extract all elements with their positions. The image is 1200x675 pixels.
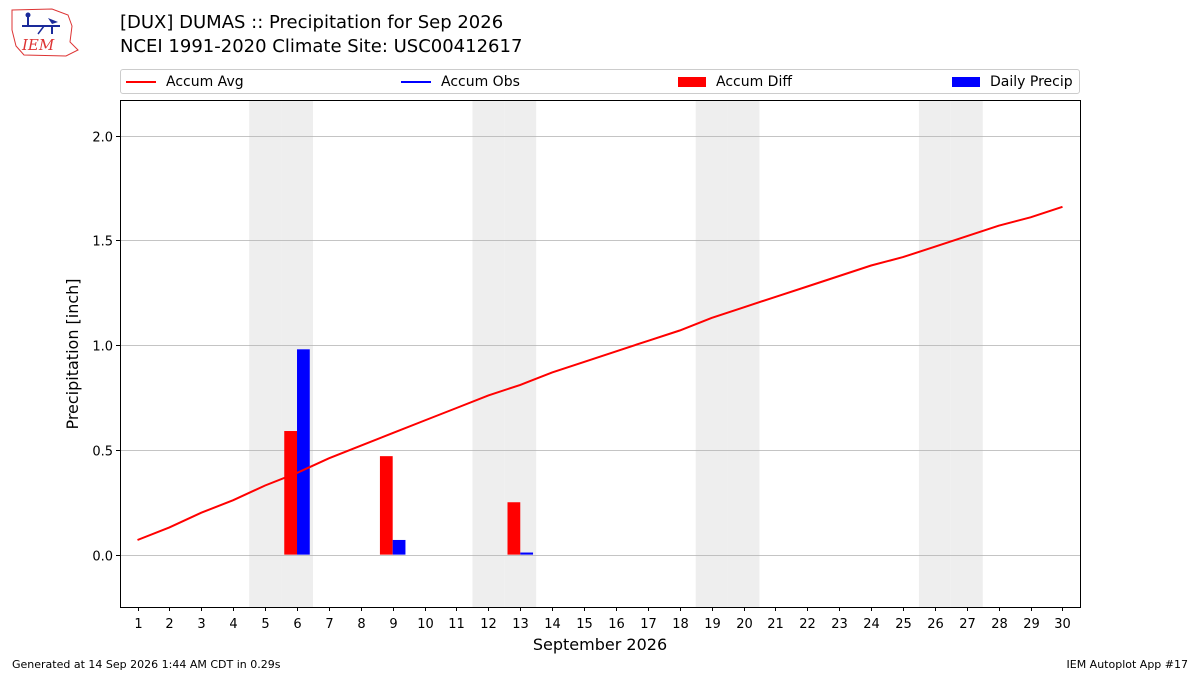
legend: Accum Avg Accum Obs Accum Diff Daily Pre… <box>120 69 1080 94</box>
legend-swatch-accum-diff <box>678 76 706 87</box>
x-tick-label: 12 <box>480 617 497 632</box>
x-tick-label: 28 <box>991 617 1008 632</box>
y-axis-label: Precipitation [inch] <box>63 278 82 429</box>
legend-swatch-accum-obs <box>401 80 431 83</box>
plot-frame <box>120 100 1081 608</box>
gridlines <box>120 136 1080 556</box>
chart-title: [DUX] DUMAS :: Precipitation for Sep 202… <box>120 12 504 33</box>
accum-diff-bar-9 <box>379 456 393 555</box>
ticks: 0.00.51.01.52.01 2 3 4 5 6 7 8 9 10 11 12 13 14 15 16 17… <box>92 131 1070 633</box>
x-tick-label: 19 <box>704 617 721 632</box>
x-tick-label: 13 <box>512 617 529 632</box>
legend-swatch-daily-precip <box>952 76 980 87</box>
x-tick-label: 1 <box>134 617 142 632</box>
y-tick-label: 0.5 <box>92 445 113 460</box>
daily-precip-bar-9 <box>392 539 406 555</box>
legend-swatch-accum-avg <box>126 80 156 83</box>
x-tick-label: 23 <box>831 617 848 632</box>
chart-subtitle: NCEI 1991-2020 Climate Site: USC00412617 <box>120 36 523 57</box>
x-tick-label: 3 <box>197 617 205 632</box>
daily-precip-bar-6 <box>297 349 310 555</box>
weekend-band-19 <box>695 100 728 607</box>
x-tick-label: 7 <box>325 617 333 632</box>
x-tick-label: 22 <box>799 617 816 632</box>
x-tick-label: 14 <box>544 617 561 632</box>
legend-item-daily-precip: Daily Precip <box>952 70 1073 93</box>
weekend-band-12 <box>472 100 505 607</box>
logo-text: IEM <box>21 36 55 54</box>
legend-item-accum-diff: Accum Diff <box>678 70 792 93</box>
app-label: IEM Autoplot App #17 <box>1066 658 1189 671</box>
x-tick-label: 25 <box>895 617 912 632</box>
y-tick-label: 2.0 <box>92 131 113 146</box>
x-tick-label: 24 <box>863 617 880 632</box>
legend-label-accum-obs: Accum Obs <box>441 73 520 90</box>
x-tick-label: 18 <box>672 617 689 632</box>
x-tick-label: 15 <box>576 617 593 632</box>
x-tick-label: 27 <box>959 617 976 632</box>
generated-timestamp: Generated at 14 Sep 2026 1:44 AM CDT in … <box>12 658 281 671</box>
x-tick-label: 29 <box>1023 617 1040 632</box>
legend-label-daily-precip: Daily Precip <box>990 73 1073 90</box>
accum-avg-line <box>137 205 1063 541</box>
x-tick-label: 5 <box>261 617 269 632</box>
weekend-band-27 <box>950 100 983 607</box>
lines <box>137 205 1063 541</box>
weekend-band-26 <box>918 100 951 607</box>
legend-item-accum-avg: Accum Avg <box>126 70 244 93</box>
weekend-bands <box>249 100 983 607</box>
y-tick-label: 0.0 <box>92 550 113 565</box>
x-tick-label: 8 <box>357 617 365 632</box>
x-tick-label: 20 <box>736 617 753 632</box>
accum-diff-bar-6 <box>284 431 298 555</box>
x-tick-label: 16 <box>608 617 625 632</box>
x-axis-label: September 2026 <box>533 635 667 654</box>
y-tick-label: 1.0 <box>92 340 113 355</box>
x-tick-label: 17 <box>640 617 657 632</box>
x-tick-label: 10 <box>417 617 434 632</box>
x-tick-label: 30 <box>1054 617 1071 632</box>
iem-logo: IEM <box>11 8 79 57</box>
y-tick-label: 1.5 <box>92 235 113 250</box>
bars <box>284 349 534 555</box>
x-tick-label: 6 <box>293 617 301 632</box>
daily-precip-bar-13 <box>520 552 534 555</box>
x-tick-label: 2 <box>165 617 173 632</box>
legend-label-accum-diff: Accum Diff <box>716 73 793 90</box>
x-tick-label: 9 <box>389 617 397 632</box>
weekend-band-5 <box>249 100 282 607</box>
x-tick-label: 26 <box>927 617 944 632</box>
x-tick-label: 4 <box>229 617 237 632</box>
legend-label-accum-avg: Accum Avg <box>166 73 244 90</box>
legend-item-accum-obs: Accum Obs <box>401 70 520 93</box>
accum-diff-bar-13 <box>507 502 521 555</box>
x-tick-label: 11 <box>448 617 465 632</box>
weekend-band-20 <box>727 100 760 607</box>
x-tick-label: 21 <box>767 617 784 632</box>
